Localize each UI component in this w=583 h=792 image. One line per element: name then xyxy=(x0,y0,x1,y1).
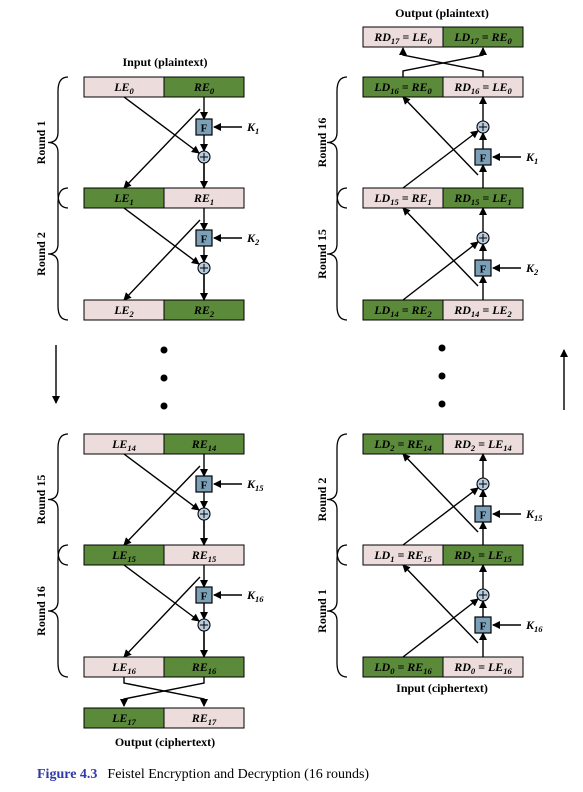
enc-row-0-right-text: RE0 xyxy=(193,80,215,96)
enc-r2-f-box-label: F xyxy=(201,480,208,492)
dec-row-2-right-text: RD15 = LE1 xyxy=(453,191,512,207)
dec-r3-key-label: K16 xyxy=(525,618,543,634)
enc-row-5-left-text: LE16 xyxy=(111,660,137,676)
dec-r0-left-to-xor xyxy=(402,130,479,189)
dec-r0-round-label: Round 16 xyxy=(315,118,329,168)
dec-row-5-left-text: LD1 = RE15 xyxy=(373,548,432,564)
enc-row-5-right-text: RE16 xyxy=(191,660,217,676)
enc-r1-left-to-xor xyxy=(123,207,200,265)
encryption-input-label: Input (plaintext) xyxy=(122,55,207,69)
dec-r2-left-to-xor xyxy=(402,487,479,546)
dec-ellipsis-dot-1 xyxy=(438,372,446,380)
dec-r2-key-label: K15 xyxy=(525,507,543,523)
dec-ellipsis-dot-0 xyxy=(438,344,446,352)
enc-row-1-left-text: LE1 xyxy=(113,191,134,207)
enc-r2-key-label: K15 xyxy=(246,477,264,493)
enc-swap-right xyxy=(120,677,205,707)
enc-r3-f-box-label: F xyxy=(201,591,208,603)
enc-r1-key-label: K2 xyxy=(246,231,260,247)
enc-row-6-right-text: RE17 xyxy=(191,711,217,727)
dec-row-1-right-text: RD16 = LE0 xyxy=(453,80,512,96)
enc-row-3-right-text: RE14 xyxy=(191,437,217,453)
dec-r2-right-to-left xyxy=(402,453,479,533)
enc-r1-round-label: Round 2 xyxy=(34,232,48,276)
decryption-output-label: Output (plaintext) xyxy=(395,6,489,20)
figure-number: Figure 4.3 xyxy=(37,767,97,782)
dec-r3-brace xyxy=(326,544,348,678)
enc-r1-brace xyxy=(47,187,69,321)
dec-row-6-left-text: LD0 = RE16 xyxy=(373,660,432,676)
enc-r2-round-label: Round 15 xyxy=(34,475,48,525)
dec-r0-f-box-label: F xyxy=(480,153,487,165)
enc-row-6-left-text: LE17 xyxy=(111,711,137,727)
dec-row-0-right-text: LD17 = RE0 xyxy=(453,30,512,46)
enc-r0-round-label: Round 1 xyxy=(34,121,48,165)
dec-r3-round-label: Round 1 xyxy=(315,589,329,633)
enc-row-2-right-text: RE2 xyxy=(193,303,215,319)
figure-caption: Figure 4.3 Feistel Encryption and Decrypt… xyxy=(37,767,369,782)
dec-row-0-left-text: RD17 = LE0 xyxy=(373,30,432,46)
dec-r3-f-box-label: F xyxy=(480,621,487,633)
dec-r1-left-to-xor xyxy=(402,241,479,301)
dec-r1-round-label: Round 15 xyxy=(315,229,329,279)
enc-r2-left-to-xor xyxy=(123,453,200,511)
dec-r1-brace xyxy=(326,187,348,321)
enc-row-3-left-text: LE14 xyxy=(111,437,136,453)
enc-row-4-left-text: LE15 xyxy=(111,548,137,564)
dec-row-6-right-text: RD0 = LE16 xyxy=(453,660,512,676)
enc-r3-key-label: K16 xyxy=(246,588,264,604)
enc-r0-key-label: K1 xyxy=(246,120,259,136)
dec-row-4-right-text: RD2 = LE14 xyxy=(453,437,512,453)
enc-r1-f-box-label: F xyxy=(201,234,208,246)
dec-r2-round-label: Round 2 xyxy=(315,478,329,522)
dec-r3-right-to-left xyxy=(402,564,479,644)
dec-row-5-right-text: RD1 = LE15 xyxy=(453,548,512,564)
enc-r3-left-to-xor xyxy=(123,564,200,622)
figure-title: Feistel Encryption and Decryption (16 ro… xyxy=(107,767,369,782)
decryption-input-label: Input (ciphertext) xyxy=(396,681,488,695)
enc-r0-right-to-left xyxy=(123,108,201,189)
enc-r3-brace xyxy=(47,544,69,678)
enc-ellipsis-dot-0 xyxy=(160,346,168,354)
dec-r1-right-to-left xyxy=(402,207,479,287)
enc-r0-f-box-label: F xyxy=(201,123,208,135)
dec-row-4-left-text: LD2 = RE14 xyxy=(373,437,432,453)
enc-ellipsis-dot-2 xyxy=(160,402,168,410)
enc-ellipsis-dot-1 xyxy=(160,374,168,382)
enc-r1-right-to-left xyxy=(123,219,201,301)
dec-r1-key-label: K2 xyxy=(525,261,539,277)
dec-row-3-left-text: LD14 = RE2 xyxy=(373,303,432,319)
enc-r0-left-to-xor xyxy=(123,96,200,154)
enc-row-6-right xyxy=(163,707,245,729)
dec-swap-right xyxy=(399,47,484,77)
enc-row-1-right-text: RE1 xyxy=(193,191,214,207)
encryption-output-label: Output (ciphertext) xyxy=(115,735,215,749)
dec-row-2-left-text: LD15 = RE1 xyxy=(373,191,432,207)
dec-r1-f-box-label: F xyxy=(480,264,487,276)
enc-r3-round-label: Round 16 xyxy=(34,586,48,636)
dec-r0-key-label: K1 xyxy=(525,150,538,166)
enc-r2-right-to-left xyxy=(123,465,201,546)
dec-row-3-right-text: RD14 = LE2 xyxy=(453,303,512,319)
dec-r0-right-to-left xyxy=(402,96,479,176)
dec-ellipsis-dot-2 xyxy=(438,400,446,408)
enc-row-0-left-text: LE0 xyxy=(113,80,134,96)
enc-row-4-right-text: RE15 xyxy=(191,548,217,564)
enc-row-2-left-text: LE2 xyxy=(113,303,134,319)
dec-r2-f-box-label: F xyxy=(480,510,487,522)
enc-r3-right-to-left xyxy=(123,576,201,658)
dec-row-1-left-text: LD16 = RE0 xyxy=(373,80,432,96)
dec-r3-left-to-xor xyxy=(402,598,479,658)
